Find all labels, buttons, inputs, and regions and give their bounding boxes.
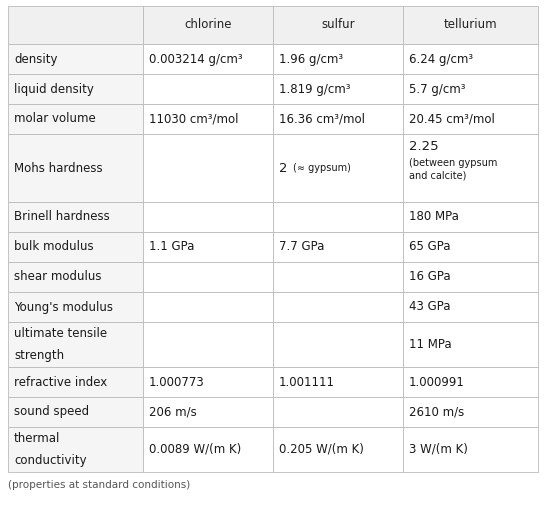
Bar (8, 232, 143, 262)
Text: sulfur: sulfur (321, 19, 355, 31)
Bar (273, 397, 403, 427)
Text: 7.7 GPa: 7.7 GPa (279, 241, 324, 253)
Text: 1.001111: 1.001111 (279, 375, 335, 389)
Bar (143, 367, 273, 397)
Bar (273, 104, 403, 134)
Text: chlorine: chlorine (184, 19, 232, 31)
Text: 16 GPa: 16 GPa (409, 270, 450, 284)
Bar (143, 292, 273, 322)
Text: Young's modulus: Young's modulus (14, 301, 113, 313)
Text: conductivity: conductivity (14, 454, 87, 467)
Bar (403, 74, 538, 104)
Bar (143, 104, 273, 134)
Text: 1.96 g/cm³: 1.96 g/cm³ (279, 53, 343, 65)
Text: 1.819 g/cm³: 1.819 g/cm³ (279, 82, 351, 96)
Bar (403, 232, 538, 262)
Text: 43 GPa: 43 GPa (409, 301, 450, 313)
Text: 16.36 cm³/mol: 16.36 cm³/mol (279, 113, 365, 125)
Bar (143, 202, 273, 232)
Bar (143, 397, 273, 427)
Bar (403, 322, 538, 367)
Bar (8, 202, 143, 232)
Text: 20.45 cm³/mol: 20.45 cm³/mol (409, 113, 495, 125)
Bar (403, 397, 538, 427)
Bar (273, 74, 403, 104)
Text: density: density (14, 53, 57, 65)
Bar (273, 6, 403, 44)
Bar (273, 44, 403, 74)
Text: 0.0089 W/(m K): 0.0089 W/(m K) (149, 443, 241, 456)
Text: 0.205 W/(m K): 0.205 W/(m K) (279, 443, 364, 456)
Text: refractive index: refractive index (14, 375, 107, 389)
Bar (8, 6, 143, 44)
Bar (8, 367, 143, 397)
Bar (403, 202, 538, 232)
Bar (8, 397, 143, 427)
Text: 6.24 g/cm³: 6.24 g/cm³ (409, 53, 473, 65)
Text: 11030 cm³/mol: 11030 cm³/mol (149, 113, 239, 125)
Text: 180 MPa: 180 MPa (409, 210, 459, 224)
Text: Mohs hardness: Mohs hardness (14, 161, 103, 175)
Bar (143, 322, 273, 367)
Text: 2610 m/s: 2610 m/s (409, 406, 464, 418)
Bar (143, 44, 273, 74)
Text: molar volume: molar volume (14, 113, 96, 125)
Bar (8, 292, 143, 322)
Text: 206 m/s: 206 m/s (149, 406, 197, 418)
Text: (between gypsum: (between gypsum (409, 158, 497, 168)
Text: 2.25: 2.25 (409, 140, 438, 153)
Bar (273, 202, 403, 232)
Bar (403, 104, 538, 134)
Bar (143, 74, 273, 104)
Text: liquid density: liquid density (14, 82, 94, 96)
Bar (143, 6, 273, 44)
Text: strength: strength (14, 349, 64, 362)
Bar (273, 232, 403, 262)
Bar (8, 134, 143, 202)
Text: 1.1 GPa: 1.1 GPa (149, 241, 194, 253)
Text: (≈ gypsum): (≈ gypsum) (293, 163, 351, 173)
Text: 5.7 g/cm³: 5.7 g/cm³ (409, 82, 466, 96)
Text: 2: 2 (279, 161, 288, 175)
Text: 1.000773: 1.000773 (149, 375, 205, 389)
Bar (403, 367, 538, 397)
Text: 11 MPa: 11 MPa (409, 338, 452, 351)
Bar (8, 74, 143, 104)
Text: Brinell hardness: Brinell hardness (14, 210, 110, 224)
Text: 3 W/(m K): 3 W/(m K) (409, 443, 468, 456)
Text: tellurium: tellurium (444, 19, 497, 31)
Bar (403, 262, 538, 292)
Bar (143, 262, 273, 292)
Bar (143, 232, 273, 262)
Text: bulk modulus: bulk modulus (14, 241, 93, 253)
Text: (properties at standard conditions): (properties at standard conditions) (8, 480, 190, 490)
Text: 1.000991: 1.000991 (409, 375, 465, 389)
Bar (273, 322, 403, 367)
Bar (273, 262, 403, 292)
Bar (403, 44, 538, 74)
Text: shear modulus: shear modulus (14, 270, 102, 284)
Bar (403, 6, 538, 44)
Bar (8, 44, 143, 74)
Bar (403, 292, 538, 322)
Bar (143, 427, 273, 472)
Bar (8, 427, 143, 472)
Text: and calcite): and calcite) (409, 171, 466, 181)
Text: ultimate tensile: ultimate tensile (14, 327, 107, 340)
Bar (273, 367, 403, 397)
Bar (8, 262, 143, 292)
Bar (403, 134, 538, 202)
Text: 0.003214 g/cm³: 0.003214 g/cm³ (149, 53, 242, 65)
Bar (273, 134, 403, 202)
Bar (403, 427, 538, 472)
Bar (273, 427, 403, 472)
Text: 65 GPa: 65 GPa (409, 241, 450, 253)
Bar (143, 134, 273, 202)
Bar (8, 322, 143, 367)
Text: thermal: thermal (14, 432, 61, 445)
Bar (8, 104, 143, 134)
Bar (273, 292, 403, 322)
Text: sound speed: sound speed (14, 406, 89, 418)
